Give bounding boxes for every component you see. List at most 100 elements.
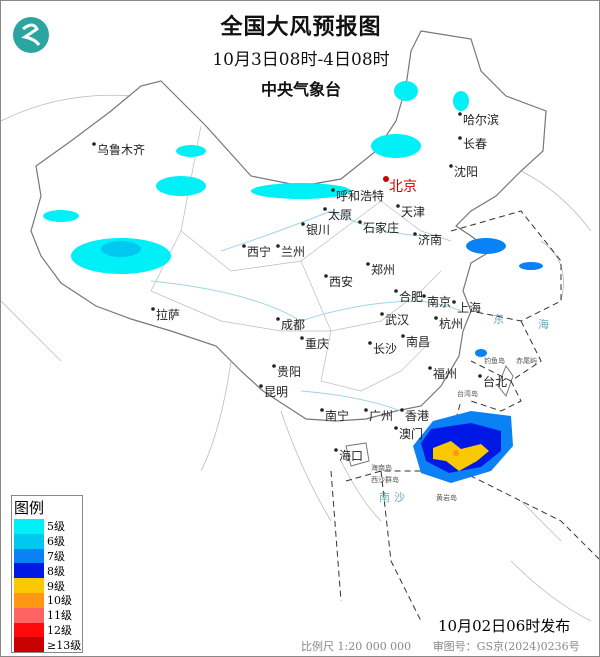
city-dot: [383, 176, 389, 182]
place-label: 东: [493, 313, 504, 326]
province-borders: [150, 125, 452, 392]
wind-area-level10: [453, 450, 459, 456]
place-label: 钓鱼岛: [484, 357, 505, 365]
city-dot: [364, 408, 368, 412]
city-dot: [301, 222, 305, 226]
legend-swatch: [14, 533, 44, 549]
city-dot: [151, 307, 155, 311]
city-label: 香港: [405, 409, 430, 423]
legend-label: 5级: [47, 520, 65, 534]
legend-label: 8级: [47, 564, 65, 578]
legend-item: 12级: [12, 622, 82, 638]
city-dot: [259, 384, 263, 388]
legend-item: 6级: [12, 533, 82, 549]
map-title: 全国大风预报图: [220, 14, 382, 40]
taiwan: [497, 364, 514, 398]
city-label: 台北: [483, 375, 508, 389]
city-dot: [478, 374, 482, 378]
city-label: 上海: [457, 301, 482, 315]
wind-area-level7: [475, 349, 487, 357]
legend: 图例 5级 6级 7级 8级 9级 10级 11级 12级 ≥13级: [11, 495, 83, 653]
legend-item: 11级: [12, 607, 82, 623]
city-label: 兰州: [281, 245, 306, 259]
city-dot: [366, 262, 370, 266]
city-dot: [458, 112, 462, 116]
legend-label: 6级: [47, 535, 65, 549]
city-label: 呼和浩特: [336, 189, 385, 203]
wind-area-level5: [453, 91, 469, 111]
wind-area-level7: [466, 238, 506, 254]
rivers: [150, 210, 462, 412]
agency: 中央气象台: [260, 80, 341, 99]
city-label: 福州: [433, 367, 458, 381]
city-dots: [92, 112, 482, 452]
place-label: 西沙群岛: [371, 476, 399, 484]
legend-label: 10级: [47, 594, 72, 608]
city-label: 哈尔滨: [463, 113, 500, 127]
legend-item: 7级: [12, 548, 82, 564]
city-label: 西宁: [247, 245, 272, 259]
wind-area-level5: [176, 145, 206, 157]
wind-area-level5: [156, 176, 206, 196]
place-label: 南: [379, 491, 390, 504]
legend-swatch: [14, 607, 44, 623]
legend-item: ≥13级: [12, 637, 82, 653]
city-dot: [394, 426, 398, 430]
place-label: 海: [538, 318, 549, 331]
city-dot: [434, 316, 438, 320]
legend-label: 9级: [47, 579, 65, 593]
legend-item: 8级: [12, 563, 82, 579]
city-dot: [400, 408, 404, 412]
city-dot: [401, 334, 405, 338]
footer: 比例尺 1:20 000 000 审图号：GS京(2024)0236号: [301, 638, 598, 654]
city-label: 北京: [389, 179, 417, 195]
city-label: 昆明: [264, 385, 289, 399]
city-label: 银川: [306, 223, 331, 237]
city-dot: [358, 220, 362, 224]
city-label: 长沙: [373, 342, 398, 356]
city-dot: [394, 289, 398, 293]
city-dot: [422, 294, 426, 298]
city-label: 南昌: [406, 335, 431, 349]
city-dot: [324, 274, 328, 278]
legend-label: ≥13级: [47, 638, 82, 652]
city-label: 天津: [401, 205, 426, 219]
city-label: 沈阳: [454, 165, 479, 179]
city-dot: [242, 244, 246, 248]
legend-swatch: [14, 622, 44, 638]
city-dot: [334, 448, 338, 452]
legend-swatch: [14, 563, 44, 579]
wind-area-level8: [421, 423, 501, 473]
legend-label: 7级: [47, 550, 65, 563]
city-dot: [380, 312, 384, 316]
legend-swatch: [14, 637, 44, 653]
china-outline: [30, 30, 547, 422]
legend-item: 10级: [12, 592, 82, 608]
wind-area-level5: [371, 134, 421, 158]
city-dot: [452, 300, 456, 304]
legend-swatch: [14, 592, 44, 608]
scale: 比例尺 1:20 000 000: [301, 640, 412, 653]
city-label: 海口: [339, 449, 364, 463]
city-label: 太原: [328, 208, 353, 222]
hainan: [345, 442, 370, 467]
place-label: 台湾岛: [457, 390, 478, 398]
legend-title: 图例: [14, 499, 45, 517]
wind-areas: [43, 81, 543, 483]
legend-swatch: [14, 519, 44, 534]
city-label: 郑州: [371, 263, 396, 277]
map-number: 审图号：GS京(2024)0236号: [432, 640, 580, 653]
wind-area-level6: [101, 241, 141, 257]
city-dot: [413, 232, 417, 236]
city-dot: [272, 364, 276, 368]
city-label: 武汉: [385, 313, 410, 327]
legend-swatch: [14, 548, 44, 564]
place-label: 海南岛: [371, 464, 392, 472]
legend-label: 11级: [47, 609, 72, 623]
city-label: 乌鲁木齐: [97, 143, 146, 157]
city-dot: [449, 164, 453, 168]
wind-area-level7: [519, 262, 543, 270]
city-dot: [323, 207, 327, 211]
